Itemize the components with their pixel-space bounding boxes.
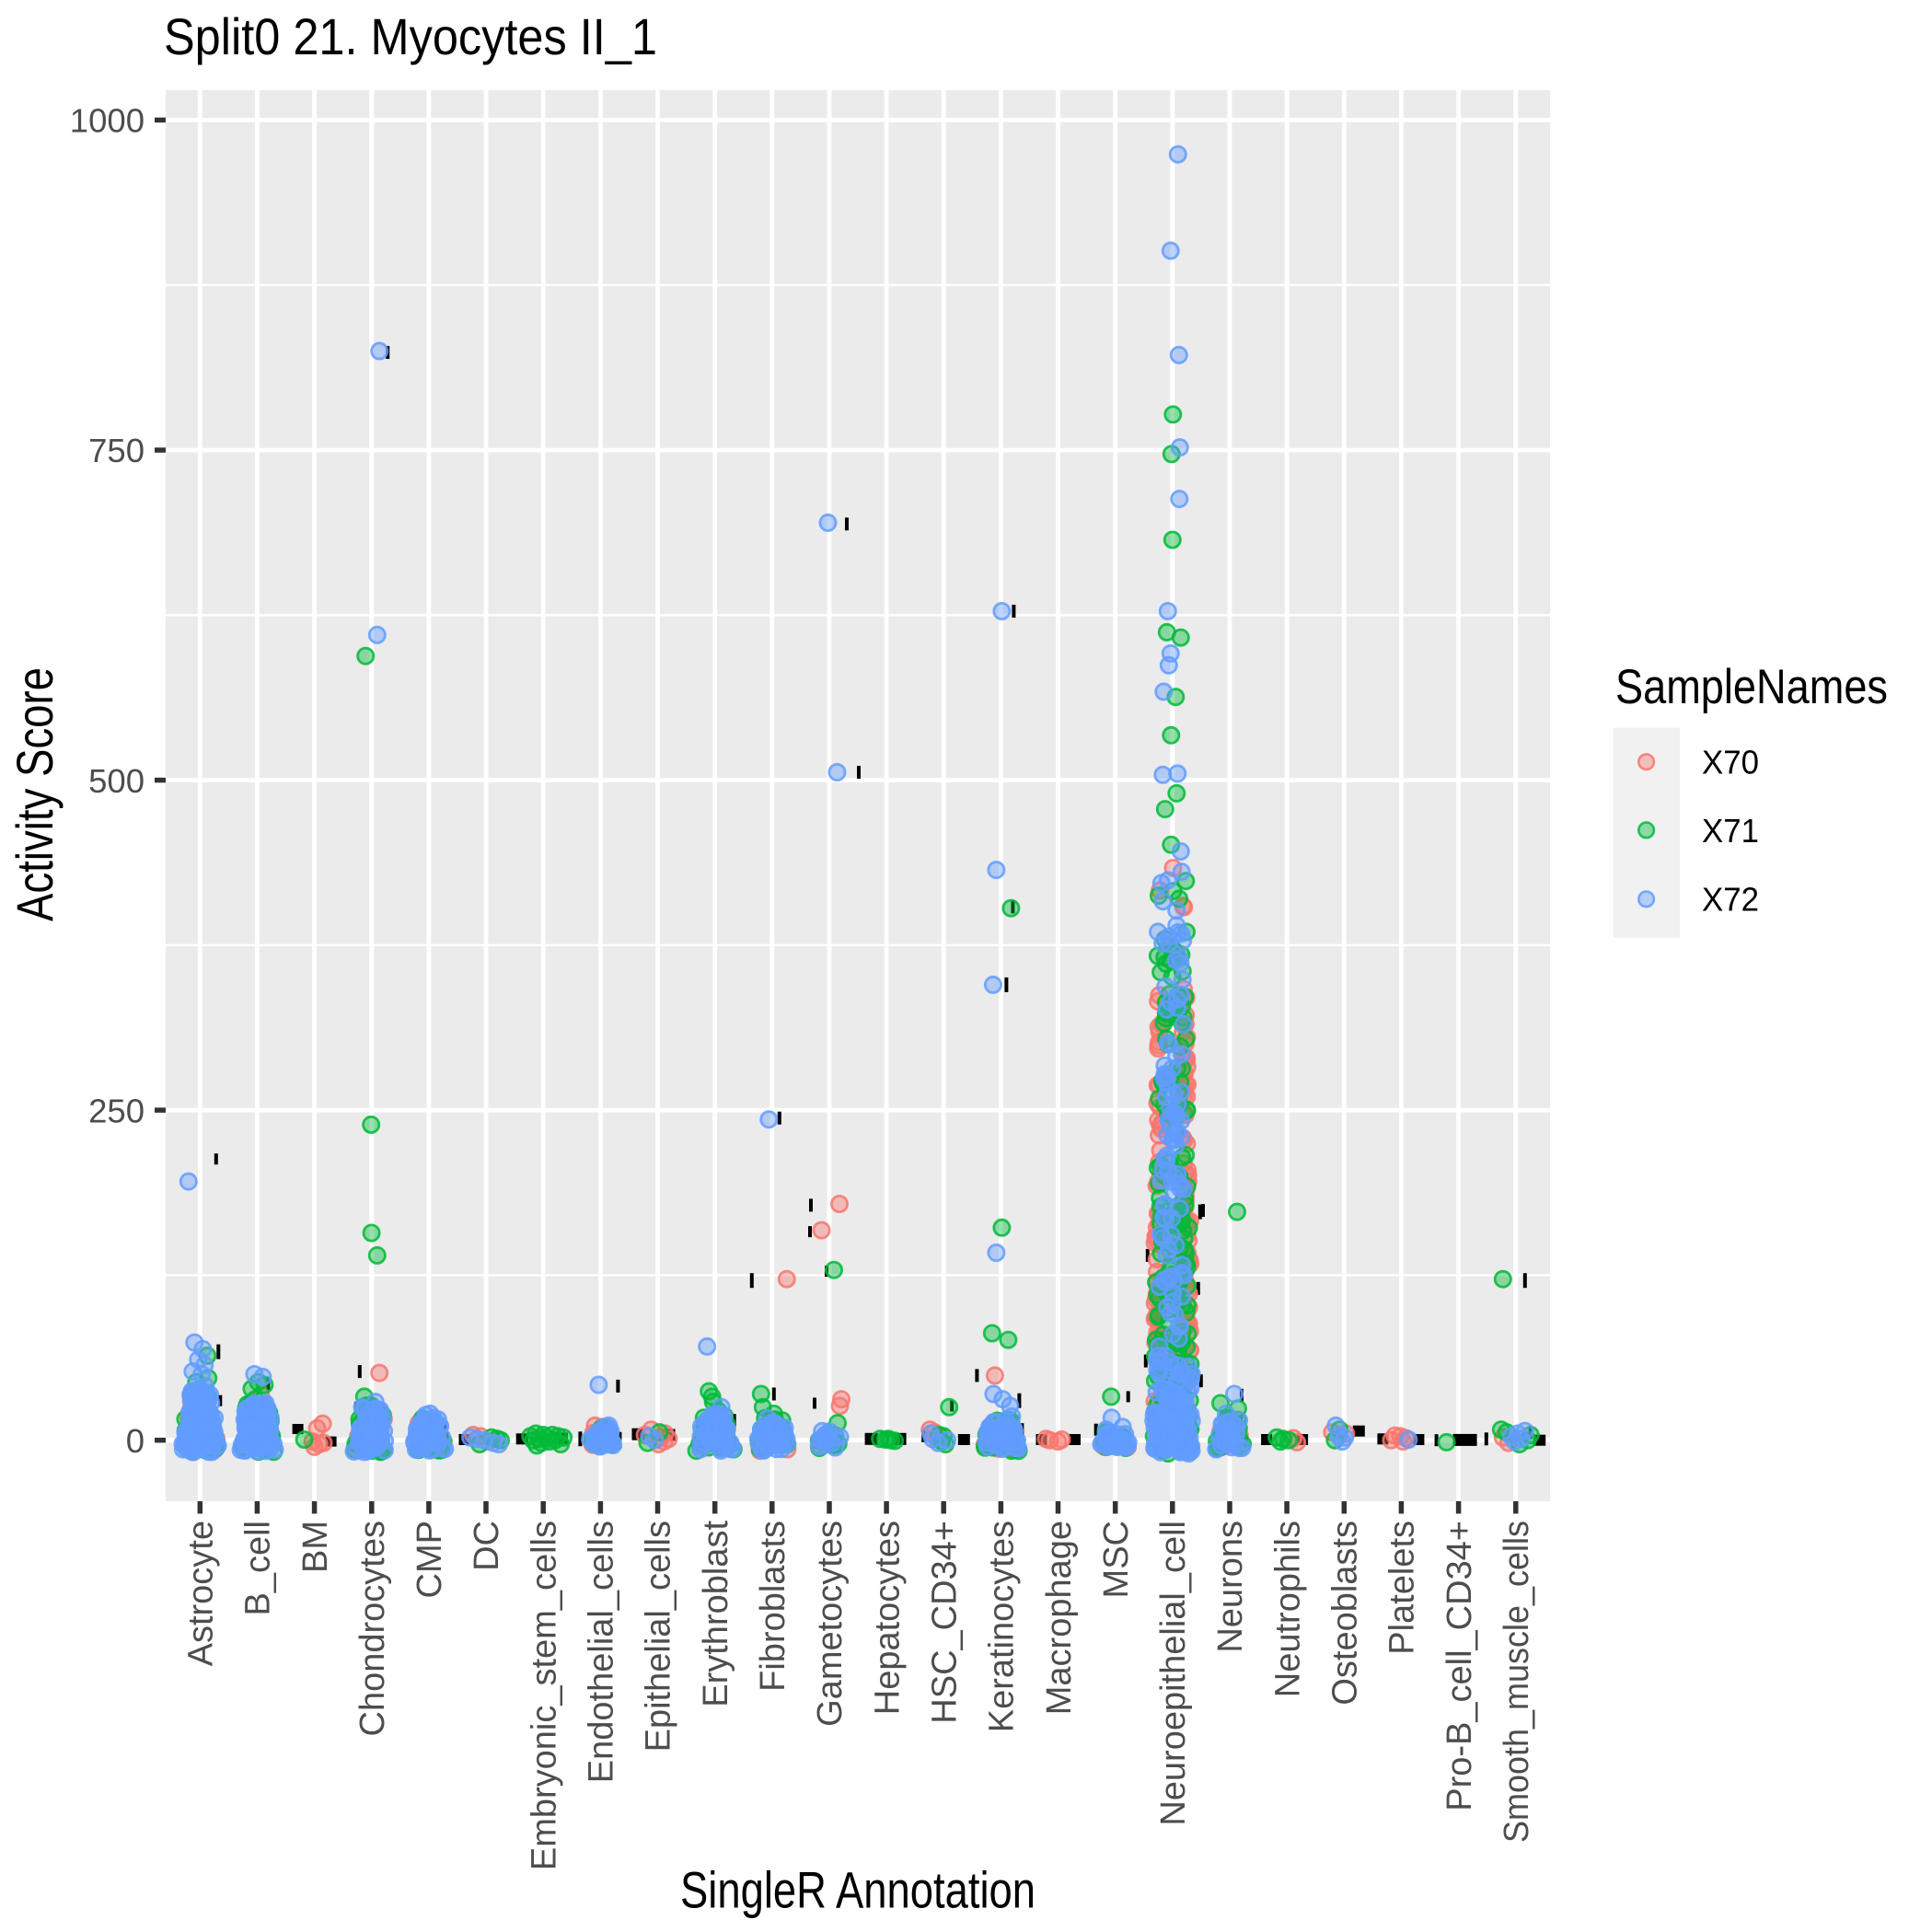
svg-text:Split0 21. Myocytes II_1: Split0 21. Myocytes II_1 [164,7,657,65]
svg-text:Platelets: Platelets [1383,1521,1422,1655]
svg-text:Neurons: Neurons [1211,1521,1250,1653]
svg-text:Neuroepithelial_cell: Neuroepithelial_cell [1154,1521,1193,1826]
svg-text:Erythroblast: Erythroblast [697,1521,735,1707]
svg-text:SingleR Annotation: SingleR Annotation [680,1861,1035,1919]
svg-text:Hepatocytes: Hepatocytes [868,1521,907,1715]
svg-text:250: 250 [88,1092,145,1129]
svg-text:Macrophage: Macrophage [1040,1521,1079,1715]
svg-text:Embryonic_stem_cells: Embryonic_stem_cells [525,1521,563,1870]
svg-text:HSC_CD34+: HSC_CD34+ [926,1521,965,1724]
svg-text:Fibroblasts: Fibroblasts [754,1521,792,1692]
svg-text:750: 750 [88,432,145,469]
svg-text:Pro-B_cell_CD34+: Pro-B_cell_CD34+ [1440,1521,1479,1811]
svg-text:B_cell: B_cell [239,1521,278,1616]
svg-text:CMP: CMP [411,1521,449,1598]
svg-text:Keratinocytes: Keratinocytes [983,1521,1022,1732]
svg-text:DC: DC [468,1521,506,1571]
svg-text:Astrocyte: Astrocyte [182,1521,221,1666]
svg-text:0: 0 [126,1422,145,1460]
svg-text:Epithelial_cells: Epithelial_cells [640,1521,678,1752]
svg-text:Smooth_muscle_cells: Smooth_muscle_cells [1498,1521,1536,1843]
svg-text:500: 500 [88,762,145,800]
svg-text:Endothelial_cells: Endothelial_cells [583,1521,621,1783]
svg-text:MSC: MSC [1097,1521,1136,1598]
svg-text:Chondrocytes: Chondrocytes [353,1521,392,1736]
svg-text:1000: 1000 [70,102,145,140]
svg-text:X71: X71 [1702,812,1759,850]
svg-text:Gametocytes: Gametocytes [811,1521,850,1727]
svg-text:Activity Score: Activity Score [6,667,64,921]
svg-text:X70: X70 [1702,744,1759,781]
svg-text:Neutrophils: Neutrophils [1268,1521,1307,1697]
svg-text:BM: BM [296,1521,335,1573]
svg-text:X72: X72 [1702,881,1759,919]
svg-text:SampleNames: SampleNames [1615,660,1888,714]
svg-text:Osteoblasts: Osteoblasts [1326,1521,1365,1706]
